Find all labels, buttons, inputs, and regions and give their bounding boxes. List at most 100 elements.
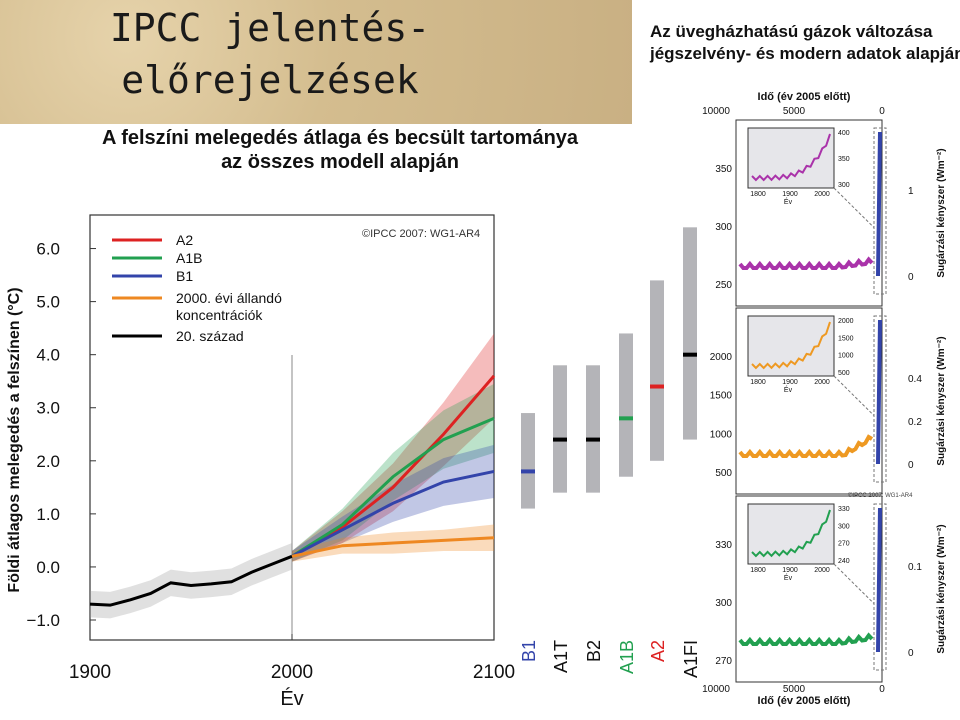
panel-left-tick: 270 xyxy=(715,656,732,667)
band-20-sz-zad xyxy=(90,543,292,619)
inset-y-tick: 400 xyxy=(838,130,850,137)
inset-x-tick: 1800 xyxy=(750,379,766,386)
top-time-tick: 0 xyxy=(879,106,885,117)
scenario-bar-b1 xyxy=(521,413,535,509)
y-tick-label: 2.0 xyxy=(36,452,60,471)
scenario-label: A1T xyxy=(551,640,571,673)
right-title-line1: Az üvegházhatású gázok változása xyxy=(650,22,933,41)
zoom-box xyxy=(873,503,887,671)
line-b1 xyxy=(291,469,495,558)
panel-right-label: Sugárzási kényszer (Wm⁻²) xyxy=(936,148,947,277)
modern-spike xyxy=(876,507,882,653)
legend-label: koncentrációk xyxy=(176,307,263,323)
panel-left-tick: 300 xyxy=(715,598,732,609)
top-time-axis-label: Idő (év 2005 előtt) xyxy=(758,91,851,103)
inset-y-tick: 270 xyxy=(838,541,850,548)
y-axis-ticks: 6.0 5.0 4.0 3.0 2.0 1.0 0.0 −1.0 xyxy=(26,240,96,630)
panel-left-tick: 500 xyxy=(715,468,732,479)
zoom-line xyxy=(833,187,875,228)
gas-panel-1: 350 300 250 1 0 Sugárzási kényszer (Wm⁻²) 400 3… xyxy=(715,119,947,307)
inset-y-tick: 330 xyxy=(838,506,850,513)
y-axis-label: Földi átlagos melegedés a felszínen (°C) xyxy=(6,287,23,592)
scenario-best-a1b xyxy=(619,416,633,421)
inset-y-tick: 2000 xyxy=(838,318,854,325)
inset-y-tick: 1000 xyxy=(838,353,854,360)
gas-panels: 350 300 250 1 0 Sugárzási kényszer (Wm⁻²) 400 3… xyxy=(710,119,947,683)
scenario-best-a2 xyxy=(650,384,664,389)
scenario-label: A1FI xyxy=(681,640,701,678)
scenario-label: B2 xyxy=(584,640,604,662)
gas-panel-3: 330 300 270 0.1 0 Sugárzási kényszer (Wm⁻²) 33… xyxy=(715,495,947,683)
panel-right-label: Sugárzási kényszer (Wm⁻²) xyxy=(936,524,947,653)
line-2000-vi-lland-koncentr-ci-k xyxy=(291,536,495,558)
scenario-bar-b2 xyxy=(586,365,600,493)
zoom-box xyxy=(873,315,887,483)
y-tick-label: 0.0 xyxy=(36,558,60,577)
chart-title-line1: A felszíni melegedés átlaga és becsült t… xyxy=(101,127,579,149)
x-axis-label: Év xyxy=(280,687,303,710)
x-axis-ticks: 1900 2000 2100 xyxy=(69,634,515,683)
scenario-best-b1 xyxy=(521,469,535,474)
slide-title-line2: előrejelzések xyxy=(121,58,419,102)
scenario-best-a1t xyxy=(553,437,567,442)
line-a1b xyxy=(291,416,495,558)
y-tick-label: 3.0 xyxy=(36,399,60,418)
modern-spike xyxy=(876,319,882,465)
legend-label: A1B xyxy=(176,250,202,266)
scenario-bars: B1 A1T B2 A1B A2 A1FI xyxy=(519,227,701,678)
inset-x-label: Év xyxy=(784,197,793,206)
top-time-tick: 5000 xyxy=(783,106,806,117)
y-tick-label: 4.0 xyxy=(36,346,60,365)
panel-right-tick: 0 xyxy=(908,648,914,659)
zoom-line xyxy=(833,563,875,604)
panel-left-tick: 350 xyxy=(715,164,732,175)
scenario-bar-a2 xyxy=(650,280,664,461)
scenario-best-a1fi xyxy=(683,352,697,357)
legend-label: B1 xyxy=(176,268,193,284)
x-tick-label: 2100 xyxy=(473,662,515,683)
scenario-label: B1 xyxy=(519,640,539,662)
zoom-box xyxy=(873,127,887,295)
band-a1b xyxy=(292,383,494,562)
inset-x-tick: 1900 xyxy=(782,379,798,386)
inset-frame xyxy=(747,315,835,377)
line-20-sz-zad xyxy=(89,554,293,607)
inset-y-tick: 300 xyxy=(838,523,850,530)
panel-right-tick: 1 xyxy=(908,186,914,197)
title-banner xyxy=(0,0,632,124)
inset-x-tick: 2000 xyxy=(814,379,830,386)
slide-title-line1: IPCC jelentés- xyxy=(109,6,431,50)
scenario-bar-a1t xyxy=(553,365,567,493)
inset-x-label: Év xyxy=(784,573,793,582)
panel-left-tick: 2000 xyxy=(710,352,733,363)
inset-frame xyxy=(747,127,835,189)
top-time-ticks: 10000 5000 0 xyxy=(702,106,885,117)
panel-right-tick: 0.2 xyxy=(908,417,922,428)
chart-title-line2: az összes modell alapján xyxy=(221,151,459,173)
x-tick-label: 1900 xyxy=(69,662,111,683)
legend-label: A2 xyxy=(176,232,193,248)
inset-x-tick: 2000 xyxy=(814,191,830,198)
bottom-time-ticks: 10000 5000 0 xyxy=(702,684,885,695)
panel-left-tick: 330 xyxy=(715,540,732,551)
inset-x-tick: 2000 xyxy=(814,567,830,574)
ice-core-panels: Idő (év 2005 előtt) 10000 5000 0 350300250… xyxy=(702,91,947,707)
scenario-label: A2 xyxy=(648,640,668,662)
inset-x-tick: 1900 xyxy=(782,567,798,574)
inset-y-tick: 1500 xyxy=(838,335,854,342)
inset-y-tick: 500 xyxy=(838,370,850,377)
panel-left-tick: 1500 xyxy=(710,391,733,402)
inset-x-tick: 1800 xyxy=(750,567,766,574)
zoom-line xyxy=(833,375,875,416)
scenario-best-b2 xyxy=(586,437,600,442)
inset-y-tick: 350 xyxy=(838,156,850,163)
legend-label: 20. század xyxy=(176,328,244,344)
main-trace xyxy=(738,256,874,270)
panel-right-tick: 0.1 xyxy=(908,562,922,573)
bottom-time-axis-label: Idő (év 2005 előtt) xyxy=(758,695,851,707)
y-tick-label: 6.0 xyxy=(36,240,60,259)
panel-left-tick: 250 xyxy=(715,280,732,291)
inset-y-tick: 240 xyxy=(838,558,850,565)
band-a2 xyxy=(292,333,494,562)
right-copyright: ©IPCC 2007: WG1-AR4 xyxy=(848,492,913,499)
